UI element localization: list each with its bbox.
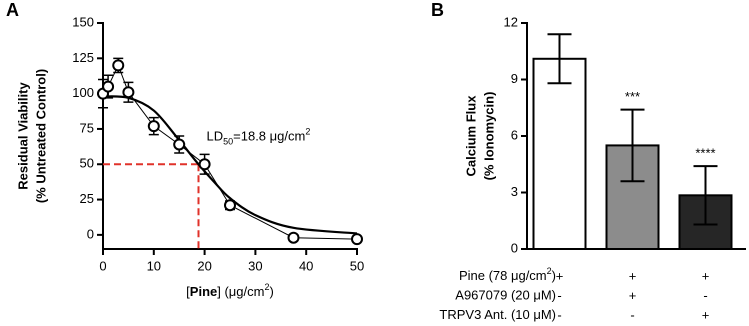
y-axis-label: Residual Viability <box>15 82 30 190</box>
x-tick-label: 40 <box>299 258 313 273</box>
condition-mark: + <box>702 268 710 283</box>
annotation-part: =18.8 μg/cm <box>233 129 305 144</box>
y-tick-label: 50 <box>80 156 94 171</box>
condition-label: A967079 (20 μM) <box>455 288 556 303</box>
x-tick-label: 0 <box>99 258 106 273</box>
x-axis-label-part: 2 <box>264 282 269 292</box>
y-tick-label: 75 <box>80 120 94 135</box>
x-axis-label-part: Pine <box>190 284 217 299</box>
condition-label: TRPV3 Ant. (10 μM) <box>439 307 556 322</box>
y-tick-label: 0 <box>511 240 518 255</box>
condition-label-part: TRPV3 Ant. (10 μM) <box>439 307 556 322</box>
x-tick-label: 10 <box>147 258 161 273</box>
y-tick-label: 0 <box>87 226 94 241</box>
annotation: LD50=18.8 μg/cm2 <box>207 127 311 147</box>
data-point <box>224 199 236 212</box>
y-tick-label: 150 <box>72 14 94 29</box>
condition-mark: - <box>630 307 634 322</box>
condition-mark: + <box>629 268 637 283</box>
y-axis-label: Calcium Flux <box>463 95 478 177</box>
data-point <box>102 80 115 93</box>
y-tick-label: 12 <box>504 14 518 29</box>
error-bar <box>693 165 718 226</box>
data-line <box>102 64 358 240</box>
x-axis-label: [Pine] (μg/cm2) <box>186 282 274 299</box>
significance-label: *** <box>625 89 640 104</box>
annotation-part: 50 <box>223 137 233 147</box>
condition-label: Pine (78 μg/cm2) <box>459 266 556 283</box>
x-tick-label: 20 <box>197 258 211 273</box>
condition-label-part: A967079 (20 μM) <box>455 288 556 303</box>
condition-mark: + <box>629 288 637 303</box>
data-point <box>122 86 135 99</box>
panel-label: A <box>6 0 19 20</box>
y-tick-label: 6 <box>511 127 518 142</box>
y-tick-label: 3 <box>511 184 518 199</box>
condition-label-part: 2 <box>547 266 552 276</box>
data-point <box>351 233 363 246</box>
x-axis-label-part: [ <box>186 284 190 299</box>
condition-mark: + <box>556 268 564 283</box>
condition-label-part: ) <box>552 268 556 283</box>
condition-label-part: Pine (78 μg/cm <box>459 268 547 283</box>
condition-mark: - <box>703 288 707 303</box>
y-axis-label: (% Untreated Control) <box>33 69 48 203</box>
y-axis-label: (% Ionomycin) <box>481 92 496 181</box>
panel-label: B <box>431 0 444 20</box>
condition-mark: - <box>557 288 561 303</box>
error-bar <box>547 33 572 85</box>
y-tick-label: 9 <box>511 71 518 86</box>
data-point <box>287 231 300 244</box>
condition-mark: - <box>557 307 561 322</box>
x-tick-label: 30 <box>248 258 262 273</box>
x-axis-label-part: ) <box>269 284 273 299</box>
bar <box>532 57 587 250</box>
x-tick-label: 50 <box>350 258 364 273</box>
data-point <box>198 158 211 171</box>
data-point <box>112 59 125 72</box>
y-tick-label: 25 <box>80 191 94 206</box>
error-bar <box>620 108 645 183</box>
condition-mark: + <box>702 307 710 322</box>
y-tick-label: 100 <box>72 85 94 100</box>
y-tick-label: 125 <box>72 50 94 65</box>
data-point <box>173 138 186 151</box>
significance-label: **** <box>695 146 715 161</box>
x-axis-label-part: ] (μg/cm <box>217 284 264 299</box>
annotation-part: LD <box>207 129 224 144</box>
data-point <box>147 120 160 133</box>
annotation-part: 2 <box>305 127 310 137</box>
